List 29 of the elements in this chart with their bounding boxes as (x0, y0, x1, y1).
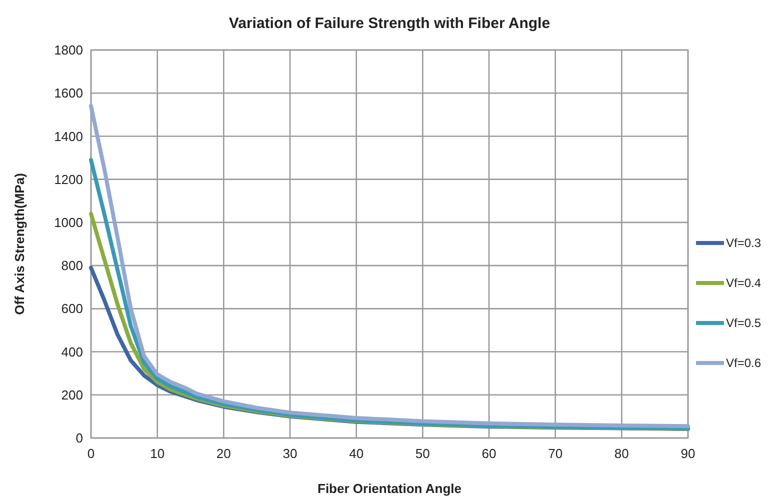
y-tick-label: 600 (61, 301, 83, 316)
legend-label: Vf=0.6 (726, 356, 762, 370)
y-tick-label: 400 (61, 344, 83, 360)
y-tick-label: 800 (61, 258, 83, 274)
y-tick-label: 1000 (54, 214, 83, 230)
x-tick-label: 40 (349, 446, 364, 461)
line-series (89, 104, 690, 428)
y-tick-label: 200 (61, 387, 83, 402)
x-tick-label: 20 (216, 446, 231, 461)
line-series (89, 158, 690, 430)
x-tick-label: 60 (482, 446, 496, 461)
x-tick-label: 0 (87, 446, 95, 461)
x-tick-label: 10 (150, 446, 165, 461)
y-tick-label: 1200 (54, 172, 83, 187)
x-axis-title: Fiber Orientation Angle (318, 481, 462, 496)
x-tick-label: 50 (415, 446, 430, 461)
legend-label: Vf=0.3 (726, 236, 762, 250)
x-tick-label: 90 (680, 446, 696, 461)
x-tick-label: 80 (614, 446, 629, 461)
legend-label: Vf=0.5 (726, 316, 762, 330)
y-tick-label: 1600 (54, 86, 83, 101)
y-axis-title: Off Axis Strength(MPa) (12, 173, 27, 315)
x-tick-label: 70 (548, 446, 563, 461)
x-tick-label: 30 (282, 446, 298, 461)
y-tick-label: 1800 (54, 42, 83, 58)
legend-label: Vf=0.4 (726, 276, 762, 290)
chart-title: Variation of Failure Strength with Fiber Angle (228, 15, 550, 32)
y-tick-label: 1400 (54, 128, 83, 144)
y-tick-label: 0 (76, 430, 83, 446)
